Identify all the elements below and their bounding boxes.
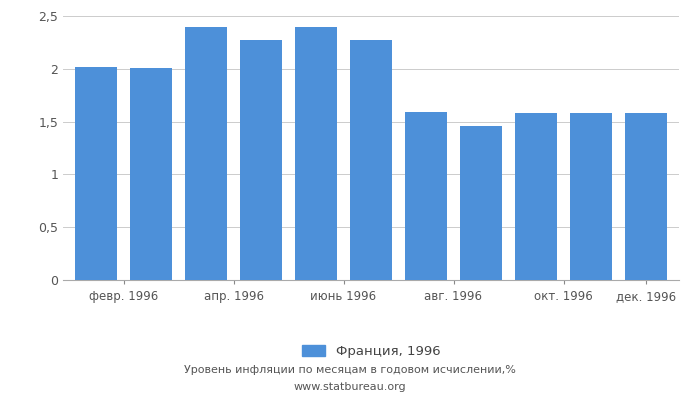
Bar bbox=[76, 67, 117, 280]
Bar bbox=[295, 26, 337, 280]
Bar bbox=[515, 113, 557, 280]
Bar bbox=[625, 113, 666, 280]
Bar bbox=[405, 112, 447, 280]
Legend: Франция, 1996: Франция, 1996 bbox=[296, 339, 446, 363]
Text: Уровень инфляции по месяцам в годовом исчислении,%: Уровень инфляции по месяцам в годовом ис… bbox=[184, 365, 516, 375]
Bar bbox=[351, 40, 391, 280]
Bar bbox=[240, 40, 281, 280]
Bar bbox=[461, 126, 502, 280]
Text: www.statbureau.org: www.statbureau.org bbox=[294, 382, 406, 392]
Bar bbox=[570, 113, 612, 280]
Bar bbox=[130, 68, 172, 280]
Bar bbox=[186, 26, 227, 280]
